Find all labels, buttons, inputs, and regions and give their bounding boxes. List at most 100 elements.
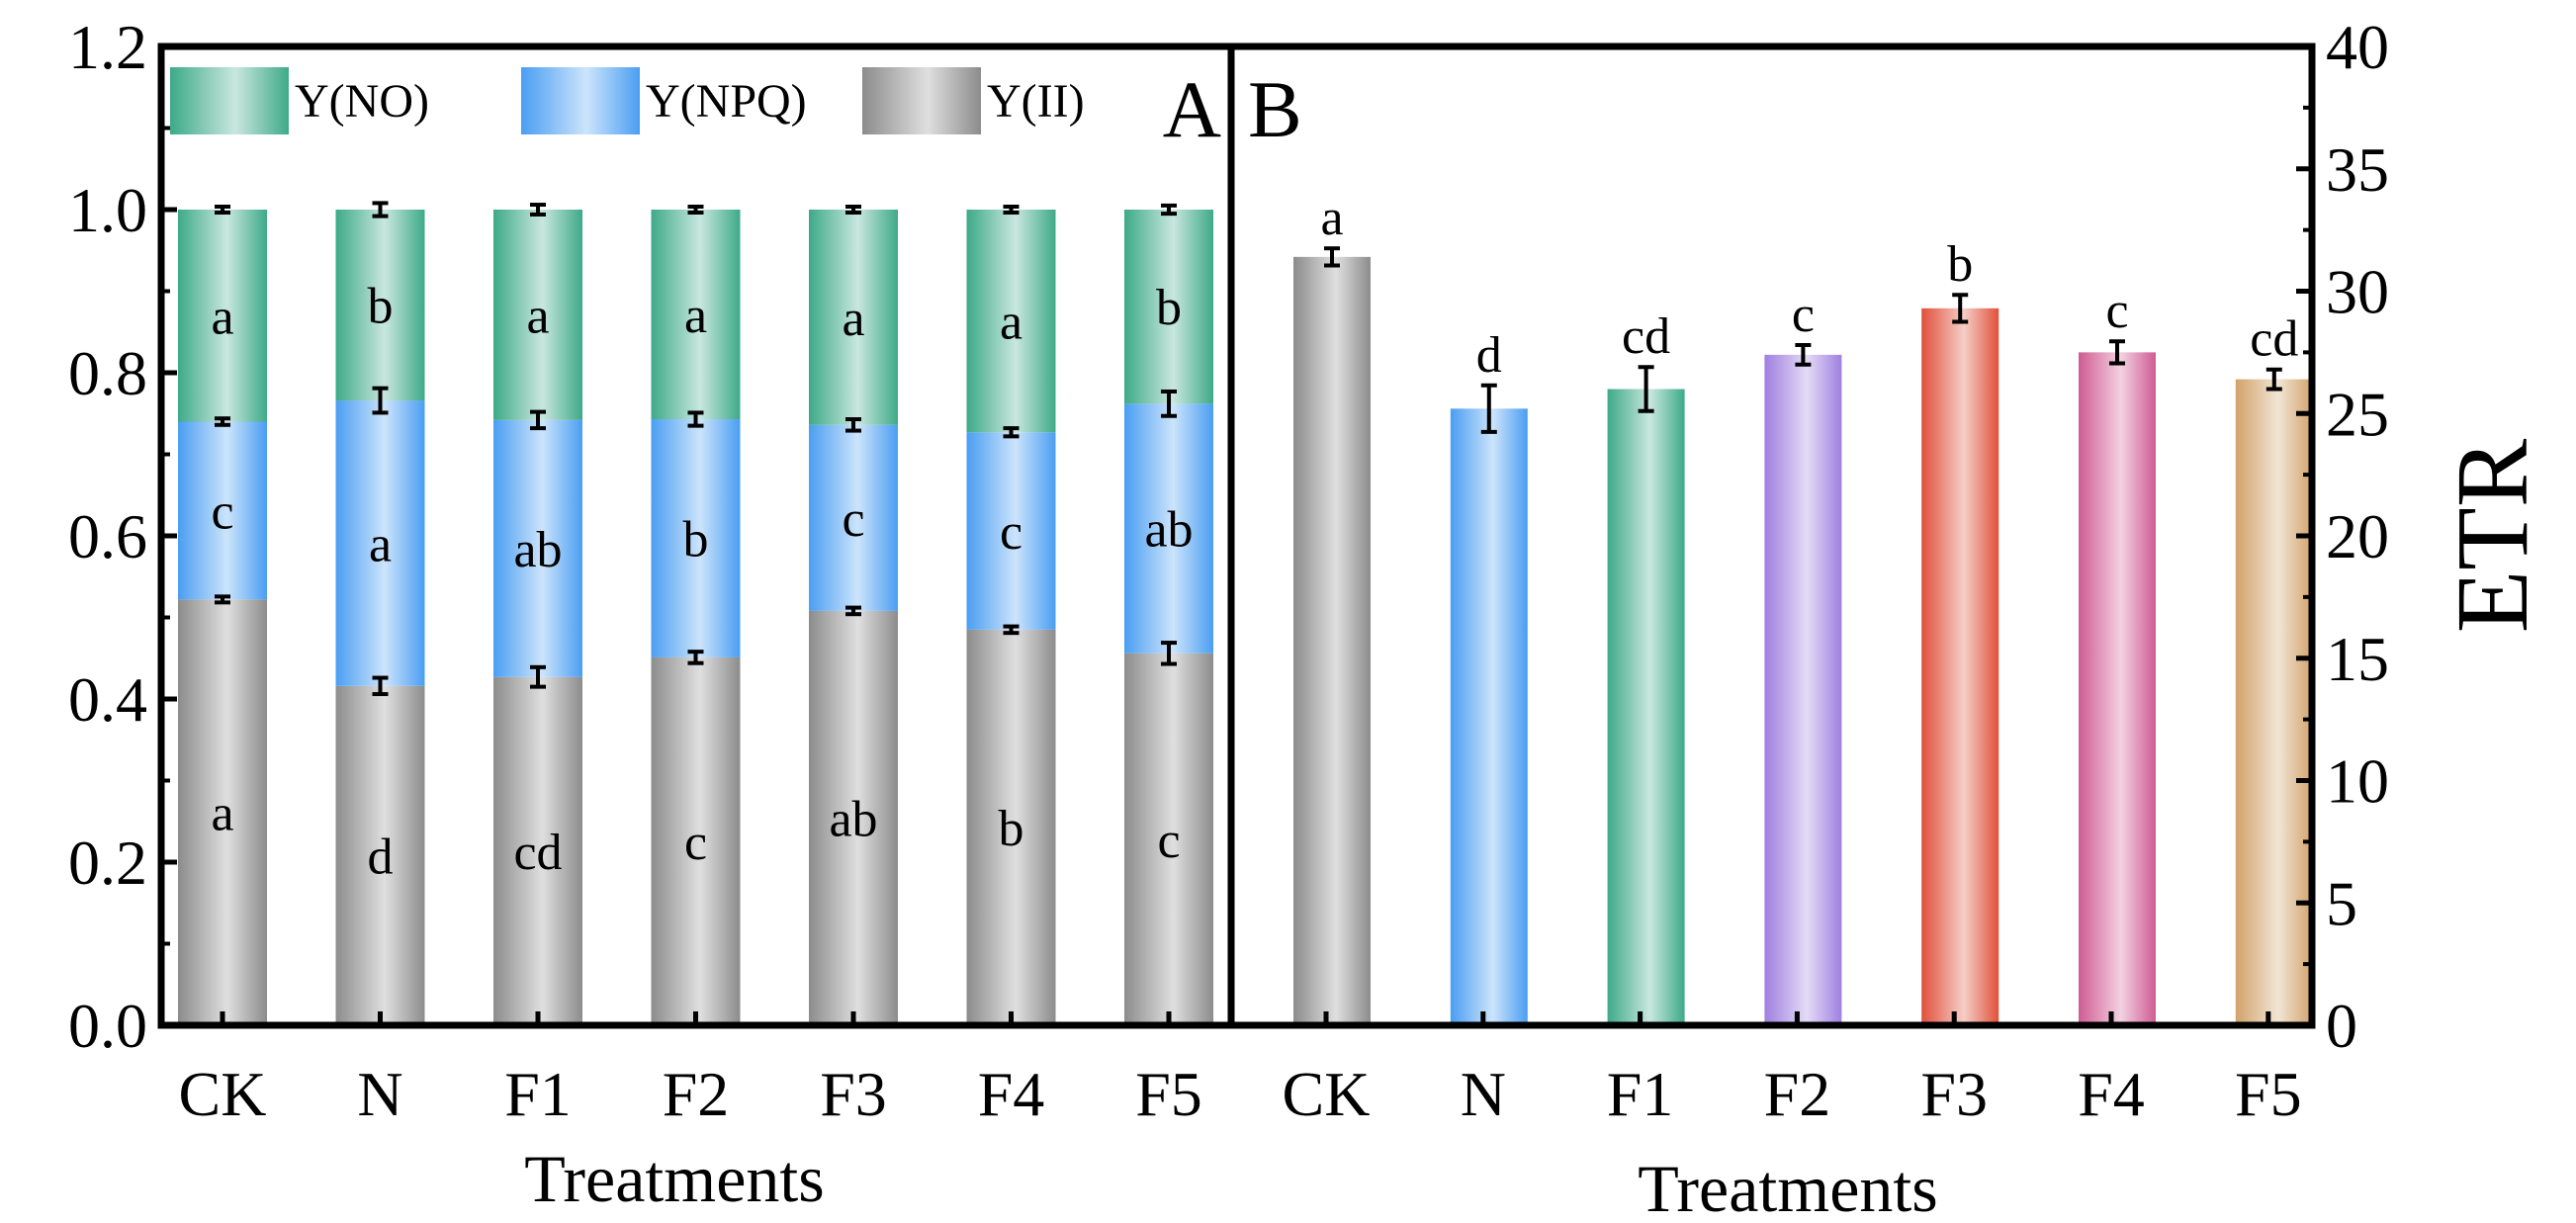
sig-letter-a: ab (513, 522, 562, 578)
error-bar-a (1161, 203, 1177, 217)
y-tick-label-a: 0.6 (68, 501, 147, 571)
error-bar-a (1003, 624, 1020, 636)
sig-letter-a: c (211, 483, 233, 540)
sig-letter-a: b (999, 801, 1024, 857)
bar-b-f2 (1764, 354, 1842, 1026)
y-tick-label-a: 0.0 (68, 991, 147, 1061)
bar-a-yno-f4 (966, 210, 1056, 433)
error-bar-a (687, 205, 704, 215)
y-tick-label-b: 0 (2326, 991, 2357, 1061)
bar-a-yno-f2 (651, 210, 741, 420)
bar-a-yii-f5 (1124, 653, 1213, 1025)
error-bar-a (372, 675, 389, 697)
x-tick-label-a: N (357, 1059, 402, 1129)
x-tick-label-a: F3 (820, 1059, 887, 1129)
y-tick-label-b: 10 (2326, 746, 2389, 817)
bar-a-yii-f2 (651, 656, 741, 1025)
error-bar-a (1161, 389, 1177, 418)
bar-a-yii-ck (178, 599, 267, 1025)
error-bar-a (372, 386, 389, 415)
error-bar-a (687, 410, 704, 428)
sig-letter-a: a (369, 516, 392, 572)
sig-letter-a: c (684, 815, 707, 871)
bar-a-yno-f1 (493, 210, 582, 420)
bar-a-ynpq-f1 (493, 419, 582, 677)
bar-a-yii-f3 (809, 610, 898, 1025)
error-bar-a (1003, 426, 1020, 439)
x-tick-label-b: F2 (1764, 1059, 1831, 1129)
sig-letter-b: a (1320, 190, 1343, 246)
x-tick-label-a: F5 (1135, 1059, 1202, 1129)
sig-letter-a: a (526, 288, 549, 344)
error-bar-a (530, 409, 546, 431)
y-tick-label-b: 5 (2326, 868, 2357, 938)
error-bar-b (2265, 367, 2282, 392)
sig-letter-a: b (1156, 280, 1182, 336)
bar-b-ck (1293, 256, 1371, 1026)
sig-letter-a: b (683, 511, 709, 568)
error-bar-a (372, 201, 389, 218)
legend-label-yii: Y(II) (987, 75, 1085, 128)
error-bar-a (530, 664, 546, 689)
error-bar-a (845, 417, 861, 433)
error-bar-a (845, 205, 861, 215)
error-bar-a (215, 416, 230, 427)
bar-a-ynpq-f2 (651, 419, 741, 657)
sig-letter-b: d (1476, 327, 1502, 384)
y-tick-label-b: 15 (2326, 624, 2389, 694)
y-tick-label-b: 25 (2326, 379, 2389, 449)
bar-a-yii-f1 (493, 676, 582, 1025)
bar-a-ynpq-ck (178, 421, 267, 600)
legend: Y(NO) Y(NPQ) Y(II) (170, 67, 1085, 134)
sig-letter-a: b (368, 279, 394, 335)
x-tick-label-b: F1 (1607, 1059, 1674, 1129)
legend-swatch-yii (862, 67, 981, 134)
bar-b-n (1450, 408, 1528, 1025)
x-tick-label-a: F4 (978, 1059, 1045, 1129)
error-bar-b (1638, 365, 1654, 413)
x-tick-label-b: CK (1283, 1059, 1371, 1129)
bar-b-f3 (1921, 307, 1999, 1025)
sig-letter-a: ab (829, 791, 877, 847)
x-tick-label-a: CK (179, 1059, 267, 1129)
sig-letter-a: a (211, 289, 233, 345)
y-tick-label-a: 1.0 (68, 175, 147, 245)
bar-a-yno-ck (178, 210, 267, 422)
sig-letter-a: a (211, 786, 233, 842)
y-tick-label-b: 40 (2326, 12, 2389, 82)
y-tick-label-a: 0.2 (68, 828, 147, 898)
error-bar-a (687, 650, 704, 665)
sig-letter-a: c (1157, 813, 1180, 869)
y-tick-label-b: 20 (2326, 501, 2389, 571)
sig-letter-a: d (368, 829, 394, 885)
bar-a-yno-n (335, 210, 425, 401)
y-tick-label-b: 35 (2326, 134, 2389, 205)
x-tick-label-b: F5 (2235, 1059, 2302, 1129)
y-axis-title-b: ETR (2436, 438, 2549, 633)
error-bar-b (1795, 342, 1812, 367)
bar-a-yii-n (335, 685, 425, 1025)
sig-letter-a: c (1000, 504, 1022, 561)
sig-letter-b: b (1947, 236, 1973, 293)
y-tick-label-a: 0.8 (68, 338, 147, 408)
error-bar-a (215, 205, 230, 215)
sig-letter-b: c (1792, 287, 1815, 343)
panel-label-a: A (1163, 64, 1221, 154)
x-tick-label-b: F3 (1920, 1059, 1988, 1129)
error-bar-a (530, 203, 546, 217)
x-axis-title-b: Treatments (1638, 1151, 1937, 1223)
legend-swatch-yno (170, 67, 289, 134)
bar-a-ynpq-f5 (1124, 403, 1213, 654)
bar-a-yii-f4 (966, 629, 1056, 1025)
error-bar-a (1161, 641, 1177, 666)
legend-swatch-ynpq (521, 67, 640, 134)
sig-letter-a: a (684, 288, 707, 344)
y-tick-label-a: 1.2 (68, 12, 147, 82)
bar-b-f1 (1607, 389, 1685, 1025)
bar-a-ynpq-n (335, 400, 425, 686)
sig-letter-a: a (1000, 295, 1022, 351)
x-tick-label-b: F4 (2078, 1059, 2145, 1129)
sig-letter-a: c (842, 491, 864, 548)
sig-letter-b: cd (2250, 311, 2298, 368)
